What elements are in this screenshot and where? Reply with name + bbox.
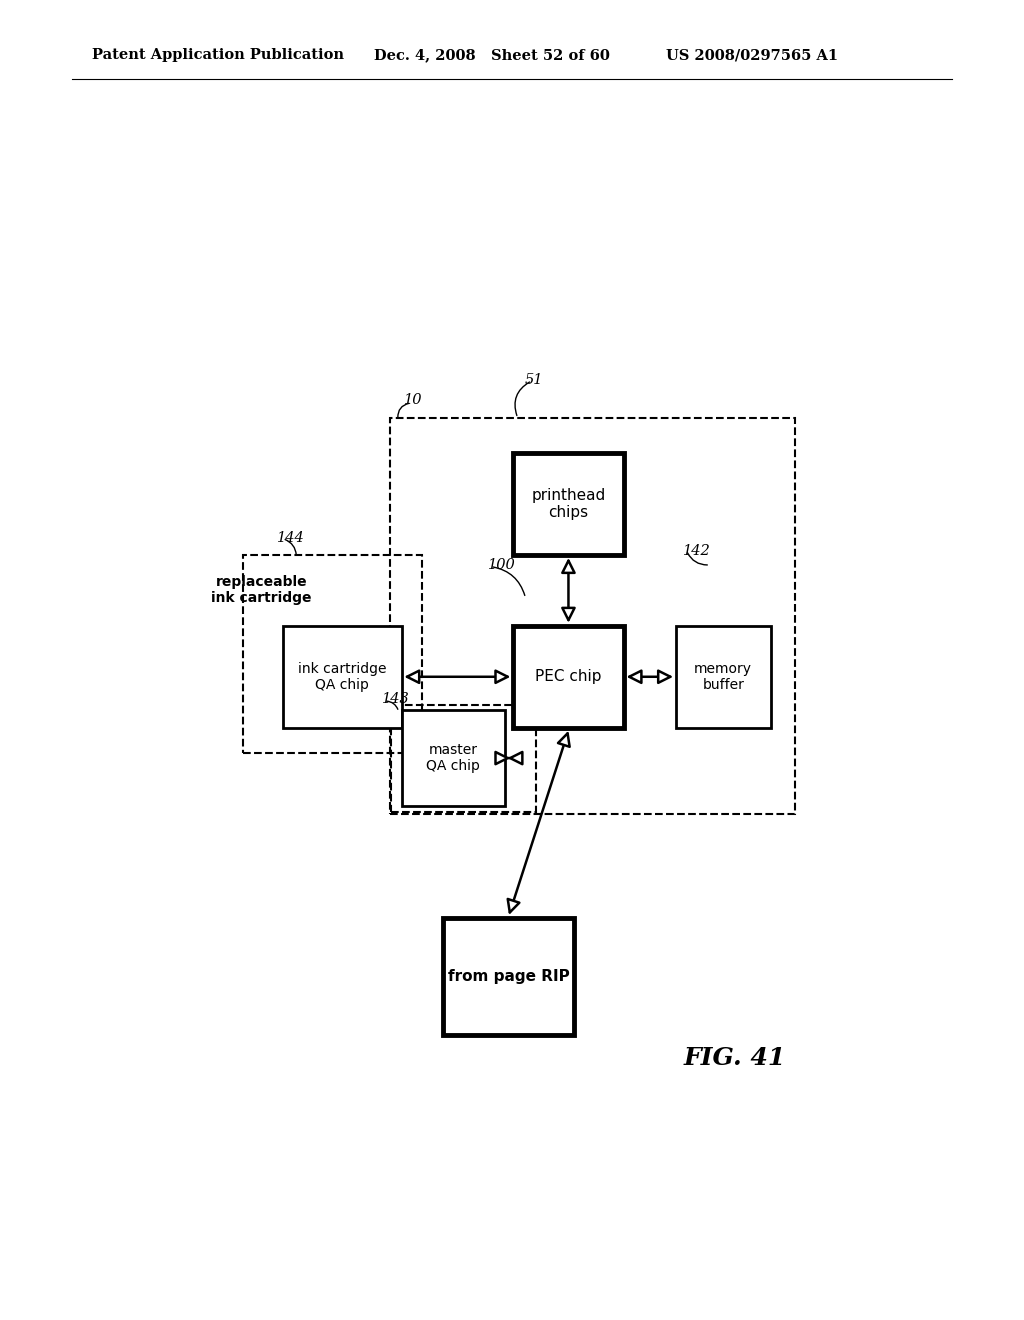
Text: 51: 51 <box>524 374 544 387</box>
Text: 143: 143 <box>382 692 410 706</box>
Text: 100: 100 <box>488 558 516 572</box>
Text: memory
buffer: memory buffer <box>694 661 753 692</box>
Text: US 2008/0297565 A1: US 2008/0297565 A1 <box>666 49 838 62</box>
Bar <box>243 554 422 752</box>
Bar <box>513 626 624 727</box>
Text: FIG. 41: FIG. 41 <box>684 1045 785 1071</box>
Text: master
QA chip: master QA chip <box>426 743 480 774</box>
Text: 10: 10 <box>404 393 423 408</box>
Bar <box>391 705 536 812</box>
Bar <box>401 710 505 807</box>
Bar <box>283 626 401 727</box>
Bar <box>676 626 771 727</box>
Bar <box>443 919 574 1035</box>
Text: Dec. 4, 2008   Sheet 52 of 60: Dec. 4, 2008 Sheet 52 of 60 <box>374 49 609 62</box>
Text: replaceable
ink cartridge: replaceable ink cartridge <box>211 576 311 606</box>
Text: PEC chip: PEC chip <box>536 669 602 684</box>
Text: ink cartridge
QA chip: ink cartridge QA chip <box>298 661 386 692</box>
Text: printhead
chips: printhead chips <box>531 488 605 520</box>
Text: Patent Application Publication: Patent Application Publication <box>92 49 344 62</box>
Bar <box>390 417 795 814</box>
Bar <box>513 453 624 554</box>
Text: 142: 142 <box>683 544 711 558</box>
Text: 144: 144 <box>278 531 305 545</box>
Text: from page RIP: from page RIP <box>449 969 569 985</box>
